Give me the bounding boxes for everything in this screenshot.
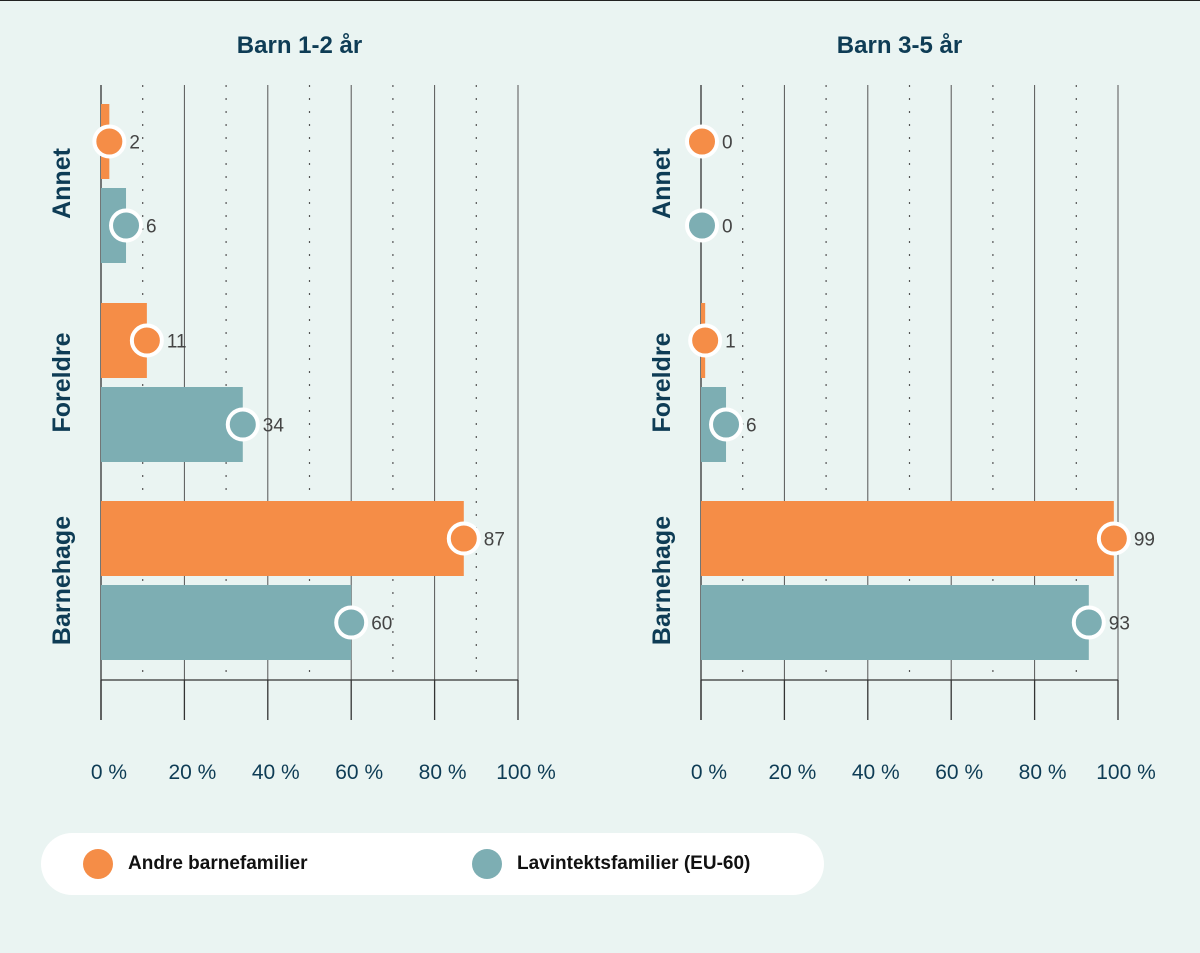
marker-andre [129,323,164,358]
category-label: Annet [48,147,76,219]
data-label: 6 [746,416,757,437]
chart-title: Barn 1-2 år [237,32,362,59]
data-label: 0 [722,133,733,154]
marker-lavinntekt [685,208,719,243]
data-label: 6 [146,217,157,238]
data-label: 1 [725,332,736,353]
chart-area: Barn 1-2 år0 % 20 % 40 % 60 % 80 % 100 %Annet… [48,32,1156,784]
marker-andre [446,521,481,556]
data-label: 87 [484,530,505,551]
data-label: 93 [1109,614,1130,635]
data-label: 0 [722,217,733,238]
category-label: Foreldre [48,332,76,432]
marker-lavinntekt [225,407,260,442]
marker-andre [688,323,723,358]
legend: Andre barnefamilier Lavintektsfamilier (… [41,833,824,895]
x-tick-label: 20 % [168,761,216,784]
category-label: Foreldre [648,332,676,432]
marker-lavinntekt [334,605,369,640]
legend-item-andre: Andre barnefamilier [83,833,308,895]
marker-andre [92,124,127,159]
x-tick-label: 20 % [768,761,816,784]
x-tick-label: 60 % [335,761,383,784]
legend-item-lavinntekt: Lavintektsfamilier (EU-60) [472,833,750,895]
category-label: Annet [648,147,676,219]
marker-andre [685,124,719,159]
marker-lavinntekt [709,407,744,442]
bar-lavinntekt [701,585,1089,660]
chart-panel-2: Barn 3-5 år 0 % 20 % 40 % 60 % 80 % 100 % Annet… [648,32,1156,784]
chart-title: Barn 3-5 år [837,32,962,59]
bar-andre [101,501,464,576]
legend-label-lavinntekt: Lavintektsfamilier (EU-60) [517,853,751,874]
data-label: 99 [1134,530,1155,551]
legend-label-andre: Andre barnefamilier [128,853,308,874]
x-tick-label: 80 % [419,761,467,784]
category-label: Barnehage [648,516,676,645]
bar-lavinntekt [101,585,352,660]
x-tick-label: 0 % [91,761,127,784]
marker-lavinntekt [109,208,144,243]
x-tick-label: 80 % [1019,761,1067,784]
chart-panel-1: Barn 1-2 år 0 % 20 % 40 % 60 % 80 % 100 % Annet… [48,32,556,784]
marker-lavinntekt [1071,605,1106,640]
x-tick-label: 60 % [935,761,983,784]
marker-andre [1096,521,1131,556]
x-tick-label: 0 % [691,761,727,784]
legend-swatch-lavinntekt [472,849,502,879]
data-label: 2 [129,133,140,154]
bar-andre [701,501,1114,576]
x-tick-label: 100 % [496,761,556,784]
legend-swatch-andre [83,849,113,879]
x-tick-label: 40 % [252,761,300,784]
category-label: Barnehage [48,516,76,645]
top-border [0,0,1200,1]
bar-lavinntekt [101,387,243,462]
data-label: 11 [167,332,187,353]
x-tick-label: 40 % [852,761,900,784]
x-tick-label: 100 % [1096,761,1156,784]
data-label: 60 [371,614,392,635]
data-label: 34 [263,416,285,437]
